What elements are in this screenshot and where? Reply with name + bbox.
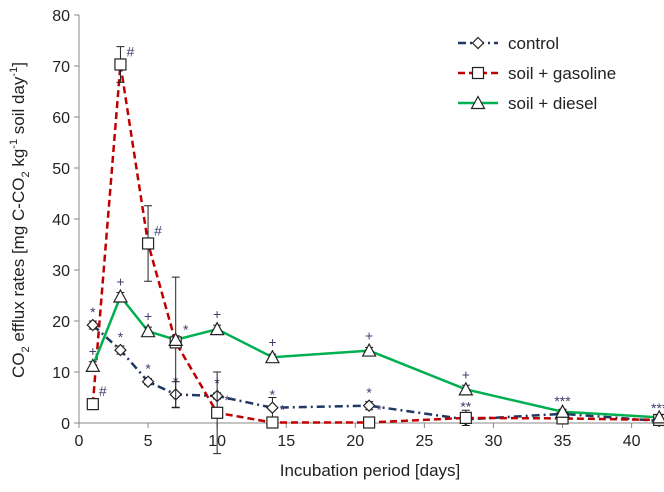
y-label-part: -1 <box>8 67 20 77</box>
marker <box>555 404 571 418</box>
marker-label: *** <box>651 400 664 416</box>
marker-label: * <box>366 385 372 401</box>
y-tick-label: 50 <box>52 161 70 178</box>
x-tick-label: 20 <box>346 433 364 450</box>
y-tick-label: 0 <box>61 416 70 433</box>
marker <box>114 343 127 357</box>
x-tick-label: 35 <box>554 433 572 450</box>
marker-label: * <box>224 392 230 408</box>
marker <box>211 406 224 419</box>
marker <box>264 349 280 364</box>
marker <box>114 58 127 71</box>
y-label-part: kg <box>9 149 28 172</box>
marker-label: + <box>89 343 97 359</box>
x-tick-label: 15 <box>277 433 295 450</box>
marker-label: * <box>270 387 276 403</box>
marker-label: * <box>118 329 124 345</box>
series-line <box>91 294 660 419</box>
marker-label: # <box>154 222 162 238</box>
legend-marker <box>471 66 485 80</box>
y-tick-label: 30 <box>52 263 70 280</box>
marker <box>266 416 279 429</box>
marker-label: # <box>99 383 107 399</box>
marker <box>459 411 472 424</box>
marker <box>85 358 101 372</box>
y-label-part: efflux rates [mg C-CO <box>9 178 28 347</box>
y-label-part: CO <box>9 352 28 378</box>
marker-label: + <box>116 274 124 290</box>
y-label-part: soil day <box>9 76 28 139</box>
x-tick-label: 0 <box>75 433 84 450</box>
marker-label: * <box>280 401 286 417</box>
y-tick-label: 70 <box>52 59 70 76</box>
y-label-part: 2 <box>20 171 32 177</box>
marker-label: * <box>376 401 382 417</box>
y-tick-label: 40 <box>52 212 70 229</box>
marker <box>140 323 156 338</box>
y-label-part: -1 <box>8 139 20 149</box>
marker <box>141 375 155 389</box>
marker-label: * <box>90 304 96 320</box>
legend-label: soil + gasoline <box>508 64 616 83</box>
x-tick-label: 40 <box>623 433 641 450</box>
x-tick-label: 30 <box>485 433 503 450</box>
marker-label: + <box>268 334 276 350</box>
y-label-part: 2 <box>20 346 32 352</box>
series-line <box>91 64 660 424</box>
marker <box>112 288 128 303</box>
legend-marker <box>470 95 486 110</box>
marker <box>209 321 225 336</box>
legend-marker <box>471 36 485 50</box>
marker <box>86 318 100 332</box>
marker-label: + <box>144 308 152 324</box>
y-tick-label: 20 <box>52 314 70 331</box>
series-line <box>91 324 660 423</box>
marker-label: * <box>145 361 151 377</box>
y-tick-label: 60 <box>52 110 70 127</box>
y-tick-label: 10 <box>52 365 70 382</box>
marker <box>168 332 184 346</box>
marker-label: *** <box>554 393 571 409</box>
marker-label: + <box>365 328 373 344</box>
y-label-part: ] <box>9 62 28 67</box>
marker <box>458 381 474 396</box>
legend-label: soil + diesel <box>508 94 597 113</box>
marker <box>86 398 99 411</box>
marker <box>651 409 664 424</box>
marker-label: + <box>462 366 470 382</box>
x-tick-label: 25 <box>415 433 433 450</box>
x-axis-label: Incubation period [days] <box>280 461 461 480</box>
x-tick-label: 5 <box>144 433 153 450</box>
marker <box>362 399 376 413</box>
marker <box>363 416 376 429</box>
marker <box>266 401 279 415</box>
marker <box>361 342 377 357</box>
marker-label: # <box>127 43 135 59</box>
marker <box>141 237 155 250</box>
y-axis-label: CO2 efflux rates [mg C-CO2 kg-1 soil day… <box>8 62 32 378</box>
marker-label: * <box>183 321 189 337</box>
marker-label: ** <box>460 398 471 414</box>
marker-label: + <box>213 306 221 322</box>
y-tick-label: 80 <box>52 8 70 25</box>
legend-label: control <box>508 34 559 53</box>
